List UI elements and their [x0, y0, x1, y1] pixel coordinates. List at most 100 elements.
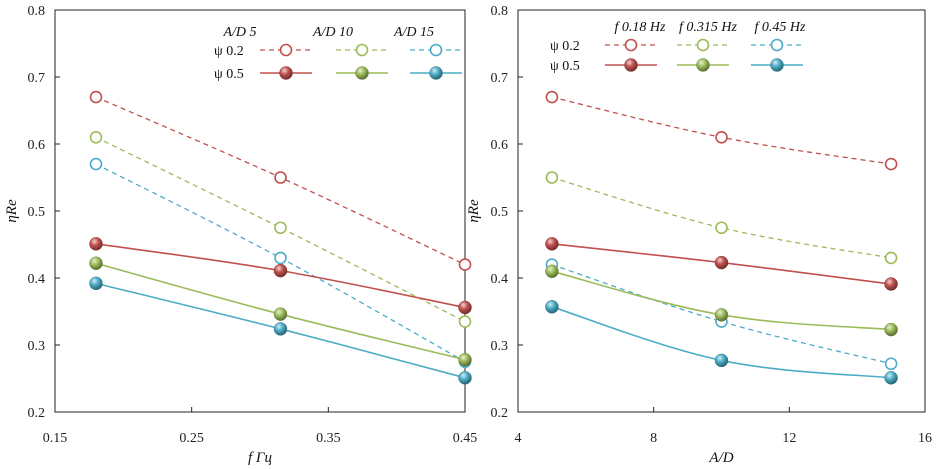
right-ytick-label: 0.8	[491, 4, 509, 19]
left-data-point	[89, 131, 103, 144]
right-xtick-label: 8	[650, 431, 657, 446]
right-y-axis-title: ηRe	[466, 199, 482, 223]
right-data-point	[715, 131, 728, 144]
left-legend-row-label: ψ 0.5	[214, 67, 244, 82]
left-legend-swatch-marker	[355, 43, 369, 57]
right-ytick-label: 0.5	[491, 205, 509, 220]
left-plot-frame	[54, 9, 466, 413]
left-series-4	[89, 256, 472, 367]
right-legend: f 0.18 Hz f 0.315 Hz f 0.45 Hz ψ 0.2 ψ 0.5	[550, 20, 806, 74]
left-legend-header: A/D 5	[222, 25, 256, 40]
right-series-1	[545, 171, 898, 265]
right-data-point	[884, 251, 898, 265]
left-data-point	[458, 258, 472, 271]
right-data-point	[714, 353, 729, 368]
left-data-point	[273, 263, 288, 278]
left-series-2	[89, 157, 472, 369]
right-legend-header: f 0.315 Hz	[679, 20, 738, 35]
right-data-point	[545, 264, 559, 279]
right-series-line	[551, 176, 892, 259]
right-data-point	[884, 357, 898, 371]
left-xtick-label: 0.35	[316, 431, 341, 446]
right-legend-swatch-marker	[624, 58, 638, 72]
left-ytick-label: 0.4	[28, 272, 46, 287]
left-ytick-label: 0.3	[28, 339, 46, 354]
left-legend: A/D 5 A/D 10 A/D 15 ψ 0.2 ψ 0.5	[214, 25, 462, 82]
right-data-point	[714, 308, 729, 322]
left-series-line	[95, 163, 466, 363]
right-ytick-label: 0.7	[491, 71, 509, 86]
right-data-point	[545, 237, 559, 251]
right-xtick-label: 4	[515, 431, 522, 446]
left-legend-swatch-marker	[279, 43, 293, 57]
right-x-axis-title: A/D	[708, 450, 733, 466]
left-data-point	[458, 352, 472, 367]
right-data-point	[884, 322, 898, 337]
left-data-point	[274, 171, 287, 184]
left-data-point	[458, 371, 472, 385]
right-xtick-label: 16	[918, 431, 932, 446]
right-legend-header: f 0.18 Hz	[615, 20, 667, 35]
left-data-point	[89, 237, 103, 251]
right-data-point	[715, 221, 728, 235]
left-legend-swatch-marker	[429, 43, 443, 57]
right-data-point	[884, 371, 898, 385]
left-chart-panel: 0.2 0.3 0.4 0.5 0.6 0.7 0.8 0.15 0.25 0.35 0.45 f Г…	[4, 4, 477, 466]
left-legend-swatch-marker	[429, 66, 443, 80]
left-ytick-label: 0.7	[28, 71, 46, 86]
left-legend-row-label: ψ 0.2	[214, 44, 244, 59]
left-data-point	[89, 256, 103, 271]
right-data-point	[884, 157, 898, 171]
right-series-4	[545, 264, 898, 337]
left-series-1	[89, 131, 472, 328]
left-xtick-label: 0.45	[453, 431, 478, 446]
left-data-point	[274, 221, 287, 235]
right-data-point	[545, 300, 559, 314]
right-legend-row-label: ψ 0.5	[550, 59, 580, 74]
left-xtick-label: 0.25	[179, 431, 204, 446]
left-data-point	[273, 307, 288, 321]
right-legend-header: f 0.45 Hz	[755, 20, 807, 35]
left-ytick-label: 0.2	[28, 406, 46, 421]
left-ytick-label: 0.6	[28, 138, 46, 153]
left-legend-swatch-marker	[279, 66, 293, 80]
left-data-point	[458, 300, 472, 315]
left-data-point	[89, 90, 103, 104]
right-series-line	[551, 96, 892, 165]
left-series-5	[89, 276, 472, 385]
right-xtick-label: 12	[782, 431, 796, 446]
left-ytick-label: 0.5	[28, 205, 46, 220]
left-legend-swatch-marker	[355, 66, 369, 80]
left-data-point	[273, 322, 288, 336]
left-ytick-label: 0.8	[28, 4, 46, 19]
right-data-point	[545, 90, 559, 104]
right-series-3	[545, 237, 898, 291]
left-data-point	[458, 315, 472, 328]
left-series-3	[89, 237, 472, 315]
left-x-axis-title: f Гц	[248, 450, 272, 466]
right-ytick-label: 0.4	[491, 272, 509, 287]
left-y-axis-title: ηRe	[4, 199, 20, 223]
right-legend-swatch-marker	[770, 58, 784, 72]
right-legend-swatch-marker	[696, 58, 710, 72]
right-series-5	[545, 300, 898, 385]
left-legend-header: A/D 15	[393, 25, 434, 40]
right-data-point	[884, 277, 898, 291]
left-data-point	[89, 276, 103, 291]
left-xtick-label: 0.15	[43, 431, 68, 446]
left-legend-header: A/D 10	[312, 25, 353, 40]
right-legend-swatch-marker	[696, 38, 710, 52]
right-chart-panel: 0.2 0.3 0.4 0.5 0.6 0.7 0.8 4 8 12 16 A/D ηRe f 0.18 …	[466, 4, 932, 466]
right-ytick-label: 0.6	[491, 138, 509, 153]
right-ytick-label: 0.2	[491, 406, 509, 421]
left-data-point	[89, 157, 103, 171]
right-data-point	[545, 171, 559, 184]
right-legend-swatch-marker	[770, 38, 784, 52]
right-legend-swatch-marker	[624, 38, 638, 52]
right-data-point	[714, 255, 729, 270]
left-series-0	[89, 90, 472, 271]
right-legend-row-label: ψ 0.2	[550, 39, 580, 54]
left-data-point	[274, 251, 287, 265]
right-ytick-label: 0.3	[491, 339, 509, 354]
